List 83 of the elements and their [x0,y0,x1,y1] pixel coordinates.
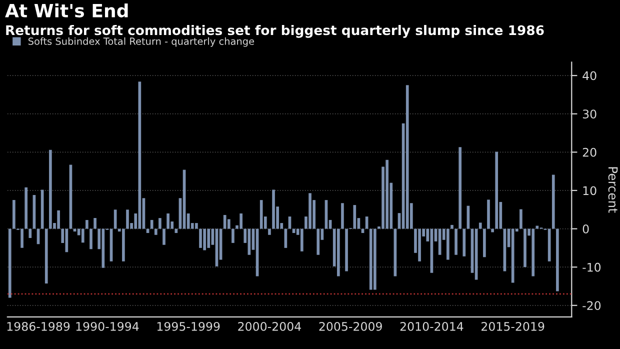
bar [44,228,48,284]
bar [406,85,409,229]
bar [86,220,88,229]
bar [450,224,454,229]
bar [268,228,271,235]
x-tick-label: 1990-1994 [76,322,139,331]
bar [491,228,494,232]
bar [353,205,356,229]
bar [446,228,450,260]
bar [260,200,263,229]
y-tick-label: 40 [582,71,596,80]
bar [524,228,526,268]
y-tick-label: -20 [582,301,601,310]
bar [478,222,482,229]
bar [8,228,12,298]
bar [199,228,202,248]
y-tick-label: -10 [582,262,601,272]
bar [90,228,92,250]
bar [552,174,555,229]
bar [300,228,304,252]
bar [365,216,368,229]
x-tick-label: 2015-2019 [482,322,544,331]
bar [94,218,96,229]
bar [158,218,162,229]
bar [288,216,292,229]
bar [341,203,344,229]
bar [114,210,117,229]
bar [454,228,458,255]
bar [272,190,275,229]
x-tick-label: 2010-2014 [400,322,464,331]
bar [336,228,340,276]
bar [345,228,348,272]
bar [166,213,170,229]
bar [49,150,52,229]
bar [122,228,125,262]
bar [65,228,68,252]
bar [556,228,559,292]
x-tick-label: 2005-2009 [319,322,382,331]
bar [28,228,32,238]
bar [20,228,24,248]
bar [81,228,84,243]
y-tick-label: 20 [582,148,596,157]
bar [223,214,226,229]
bar [487,200,490,229]
bar [495,152,498,229]
bar [548,228,551,262]
legend-label: Softs Subindex Total Return - quarterly change [28,37,254,47]
bar [207,228,210,248]
bar [138,82,142,229]
bar [374,228,376,290]
bar [458,147,462,229]
y-axis-title: Percent [608,167,618,213]
bar [203,228,206,250]
bar [532,228,535,276]
x-tick-label: 2000-2004 [238,322,301,331]
bar [308,193,312,229]
chart-title: At Wit's End [5,3,128,18]
x-tick-label: 1986-1989 [7,322,70,331]
bar [240,213,242,229]
bar [520,209,522,229]
y-tick-label: 0 [582,224,589,234]
bar [126,210,129,229]
bar [483,228,486,258]
bar [154,228,158,235]
bar [162,228,166,245]
bar [316,228,320,255]
y-tick-label: 30 [582,110,596,118]
bar [536,226,539,229]
bar [232,228,234,243]
x-tick-label: 1995-1999 [157,322,220,331]
bar [227,219,230,229]
bar [462,228,466,256]
bar [195,223,198,229]
bar [418,228,421,262]
bar [24,187,28,229]
y-tick-label: 10 [583,186,596,196]
bar [102,228,105,268]
bar [150,220,154,229]
bar [12,200,16,229]
bar [57,210,60,229]
chart-subtitle: Returns for soft commodities set for biggest quarterly slump since 1986 [6,24,544,38]
bar [386,160,389,229]
bar [369,228,372,290]
